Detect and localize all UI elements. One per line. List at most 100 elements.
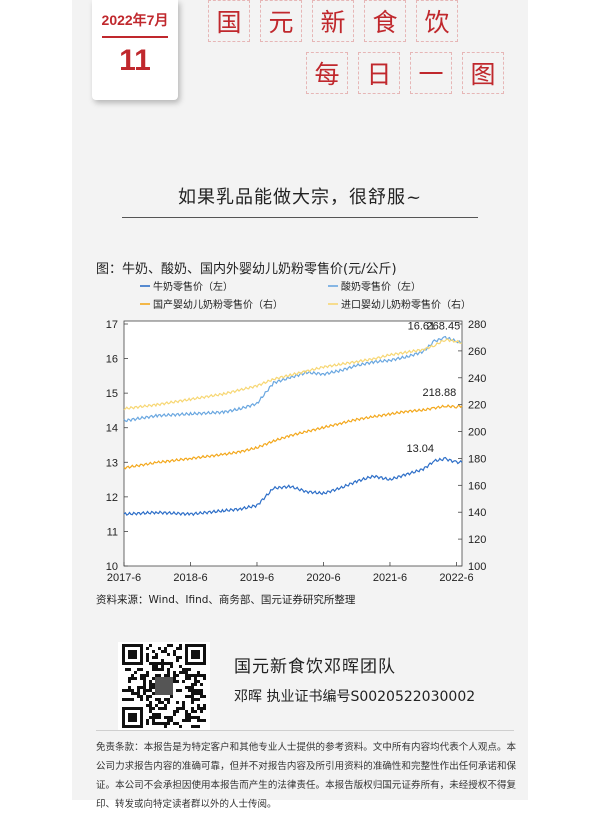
- qr-module: [176, 701, 179, 704]
- qr-module: [200, 689, 203, 692]
- qr-module: [188, 719, 191, 722]
- qr-module: [164, 704, 167, 707]
- qr-module: [200, 692, 203, 695]
- qr-module: [152, 707, 155, 710]
- qr-module: [131, 692, 134, 695]
- qr-module: [164, 647, 167, 650]
- qr-module: [194, 698, 197, 701]
- y-right-tick-label: 180: [468, 453, 486, 465]
- qr-module: [125, 668, 128, 671]
- qr-module: [194, 680, 197, 683]
- qr-module: [152, 665, 155, 668]
- qr-module: [176, 722, 179, 725]
- qr-module: [155, 722, 158, 725]
- qr-module: [188, 686, 191, 689]
- qr-module: [152, 650, 155, 653]
- qr-module: [149, 683, 152, 686]
- qr-module: [173, 722, 176, 725]
- price-line-chart: 10 11 12 13 14 15 16 17 100 120 140 160 180 200 220 240…: [106, 280, 487, 584]
- qr-module: [158, 701, 161, 704]
- x-tick-label: 2017-6: [107, 572, 141, 584]
- qr-module: [152, 713, 155, 716]
- qr-code-image: [118, 642, 210, 730]
- brand-row-1: 国 元 新 食 饮: [208, 0, 468, 42]
- qr-module: [155, 716, 158, 719]
- qr-module: [194, 683, 197, 686]
- qr-module: [182, 668, 185, 671]
- analyst-line: 邓晖 执业证书编号S0020522030002: [234, 689, 476, 705]
- qr-module: [155, 656, 158, 659]
- qr-module: [158, 662, 161, 665]
- qr-module: [146, 647, 149, 650]
- qr-module: [197, 704, 200, 707]
- qr-module: [185, 677, 188, 680]
- qr-module: [143, 692, 146, 695]
- qr-module: [128, 677, 131, 680]
- qr-module: [194, 725, 197, 728]
- brand-char: 饮: [416, 0, 458, 42]
- qr-module: [146, 653, 149, 656]
- data-label: 16.61: [408, 320, 436, 332]
- qr-module: [191, 686, 194, 689]
- qr-module: [188, 689, 191, 692]
- data-label: 268.45: [427, 321, 461, 333]
- qr-module: [143, 680, 146, 683]
- qr-module: [197, 719, 200, 722]
- brand-char: 一: [410, 52, 452, 94]
- qr-module: [164, 674, 167, 677]
- brand-char: 国: [208, 0, 250, 42]
- qr-module: [179, 725, 182, 728]
- qr-module: [152, 683, 155, 686]
- calendar-divider: [102, 36, 168, 38]
- x-tick-label: 2018-6: [173, 572, 207, 584]
- qr-module: [128, 689, 131, 692]
- series-line: [123, 404, 463, 470]
- qr-module: [149, 701, 152, 704]
- qr-module: [140, 677, 143, 680]
- qr-module: [146, 656, 149, 659]
- disclaimer-text: 免责条款：本报告是为特定客户和其他专业人士提供的参考资料。文中所有内容均代表个人…: [96, 742, 516, 810]
- qr-module: [203, 719, 206, 722]
- qr-module: [164, 650, 167, 653]
- legend-label: 进口婴幼儿奶粉零售价（右）: [341, 298, 471, 311]
- qr-module: [191, 683, 194, 686]
- qr-finder-core: [128, 713, 137, 722]
- y-right-tick-label: 160: [468, 480, 486, 492]
- qr-finder-core: [191, 650, 200, 659]
- qr-module: [191, 695, 194, 698]
- qr-module: [167, 671, 170, 674]
- qr-module: [197, 707, 200, 710]
- qr-module: [161, 701, 164, 704]
- y-left-tick-label: 16: [106, 354, 118, 366]
- qr-module: [161, 722, 164, 725]
- qr-module: [173, 680, 176, 683]
- source-note: 资料来源：Wind、Ifind、商务部、国元证券研究所整理: [96, 594, 356, 606]
- qr-module: [164, 707, 167, 710]
- qr-module: [188, 716, 191, 719]
- qr-module: [149, 707, 152, 710]
- qr-module: [182, 719, 185, 722]
- qr-module: [191, 701, 194, 704]
- x-tick-label: 2019-6: [240, 572, 274, 584]
- qr-module: [137, 695, 140, 698]
- qr-module: [140, 695, 143, 698]
- qr-module: [185, 719, 188, 722]
- qr-module: [146, 689, 149, 692]
- qr-module: [143, 686, 146, 689]
- data-label: 13.04: [407, 443, 435, 455]
- qr-module: [140, 668, 143, 671]
- qr-module: [191, 689, 194, 692]
- qr-module: [158, 713, 161, 716]
- qr-module: [149, 695, 152, 698]
- qr-module: [161, 668, 164, 671]
- qr-module: [194, 674, 197, 677]
- qr-module: [188, 695, 191, 698]
- qr-module: [197, 692, 200, 695]
- qr-module: [191, 716, 194, 719]
- qr-avatar: [155, 677, 173, 695]
- qr-module: [131, 689, 134, 692]
- qr-module: [146, 704, 149, 707]
- qr-module: [137, 692, 140, 695]
- qr-module: [146, 659, 149, 662]
- qr-module: [185, 713, 188, 716]
